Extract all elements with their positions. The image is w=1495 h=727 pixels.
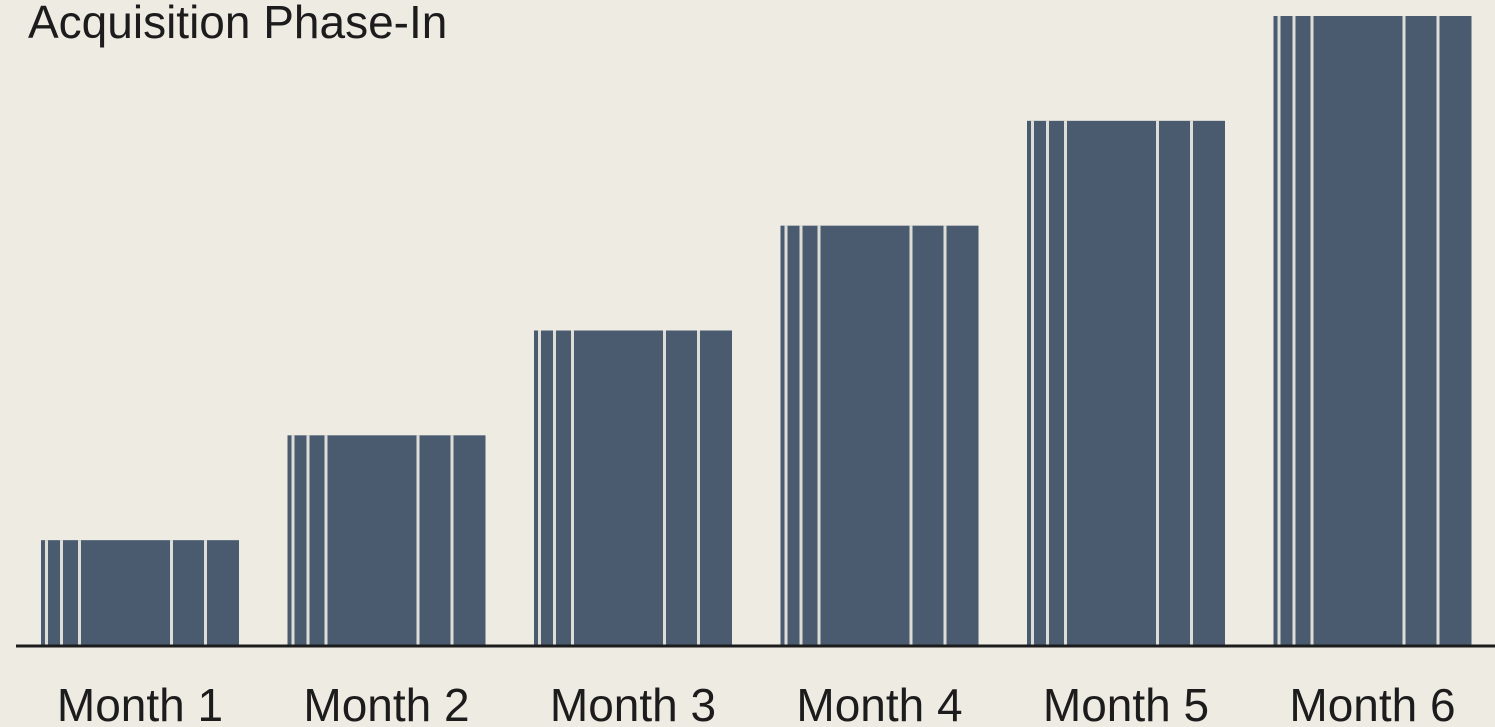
bar-stripe bbox=[1310, 16, 1314, 645]
bar-rect bbox=[1027, 120, 1225, 646]
x-tick-label: Month 3 bbox=[550, 679, 716, 727]
bar-rect bbox=[780, 225, 979, 645]
bar-stripe bbox=[78, 540, 81, 645]
bar-stripe bbox=[170, 540, 173, 645]
bar-stripe bbox=[943, 225, 947, 645]
x-tick-labels: Month 1 Month 2 Month 3 Month 4 Month 5 Month… bbox=[57, 679, 1456, 727]
bar-stripe bbox=[817, 225, 821, 645]
x-tick-label: Month 6 bbox=[1289, 679, 1455, 727]
bar-1 bbox=[41, 540, 239, 645]
bar-rect bbox=[534, 330, 732, 645]
bar-stripe bbox=[553, 330, 556, 645]
bar-stripe bbox=[571, 330, 574, 645]
bar-stripe bbox=[60, 540, 63, 645]
bar-stripe bbox=[1402, 16, 1406, 645]
bar-stripe bbox=[45, 540, 48, 645]
chart-title: Acquisition Phase-In bbox=[28, 0, 447, 48]
bar-stripe bbox=[909, 225, 913, 645]
x-tick-label: Month 4 bbox=[796, 679, 962, 727]
bar-stripe bbox=[416, 435, 420, 645]
bar-stripe bbox=[450, 435, 454, 645]
bar-stripe bbox=[1436, 16, 1440, 645]
bar-stripe bbox=[1292, 16, 1296, 645]
bar-3 bbox=[534, 330, 732, 645]
x-tick-label: Month 5 bbox=[1043, 679, 1209, 727]
bar-stripe bbox=[291, 435, 295, 645]
bar-stripe bbox=[1046, 120, 1049, 646]
bar-stripe bbox=[1190, 120, 1193, 646]
bar-rect bbox=[41, 540, 239, 645]
x-tick-label: Month 1 bbox=[57, 679, 223, 727]
bars-group bbox=[41, 16, 1472, 646]
bar-stripe bbox=[1064, 120, 1067, 646]
bar-stripe bbox=[324, 435, 328, 645]
bar-stripe bbox=[663, 330, 666, 645]
bar-stripe bbox=[784, 225, 788, 645]
bar-stripe bbox=[1277, 16, 1281, 645]
bar-rect bbox=[1273, 16, 1472, 645]
bar-stripe bbox=[306, 435, 310, 645]
bar-stripe bbox=[1031, 120, 1034, 646]
bar-4 bbox=[780, 225, 979, 645]
bar-2 bbox=[287, 435, 486, 645]
bar-stripe bbox=[204, 540, 207, 645]
bar-6 bbox=[1273, 16, 1472, 645]
bar-rect bbox=[287, 435, 486, 645]
bar-stripe bbox=[697, 330, 700, 645]
x-tick-label: Month 2 bbox=[303, 679, 469, 727]
bar-stripe bbox=[799, 225, 803, 645]
bar-stripe bbox=[538, 330, 541, 645]
bar-5 bbox=[1027, 120, 1225, 646]
bar-stripe bbox=[1156, 120, 1159, 646]
